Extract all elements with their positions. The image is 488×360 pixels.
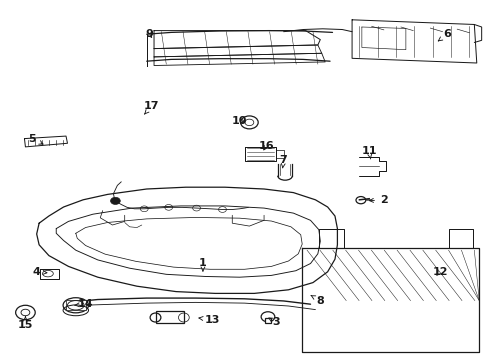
Text: 12: 12 [431,267,447,277]
Bar [264,318,271,323]
Text: 7: 7 [279,155,287,168]
Text: 1: 1 [199,258,206,271]
Text: 11: 11 [361,146,376,159]
Text: 16: 16 [258,141,274,151]
Text: 9: 9 [145,29,153,39]
Text: 14: 14 [75,299,93,309]
Circle shape [110,197,120,204]
Text: 15: 15 [18,317,33,330]
Bar [66,300,85,310]
Text: 2: 2 [369,195,387,205]
Text: 13: 13 [199,315,220,325]
Text: 4: 4 [33,267,47,277]
Text: 6: 6 [437,29,450,41]
Text: 17: 17 [143,101,159,114]
Text: 10: 10 [231,116,247,126]
Text: 3: 3 [268,317,280,327]
Bar [155,311,183,323]
Text: 8: 8 [310,296,324,306]
Text: 5: 5 [28,134,43,144]
